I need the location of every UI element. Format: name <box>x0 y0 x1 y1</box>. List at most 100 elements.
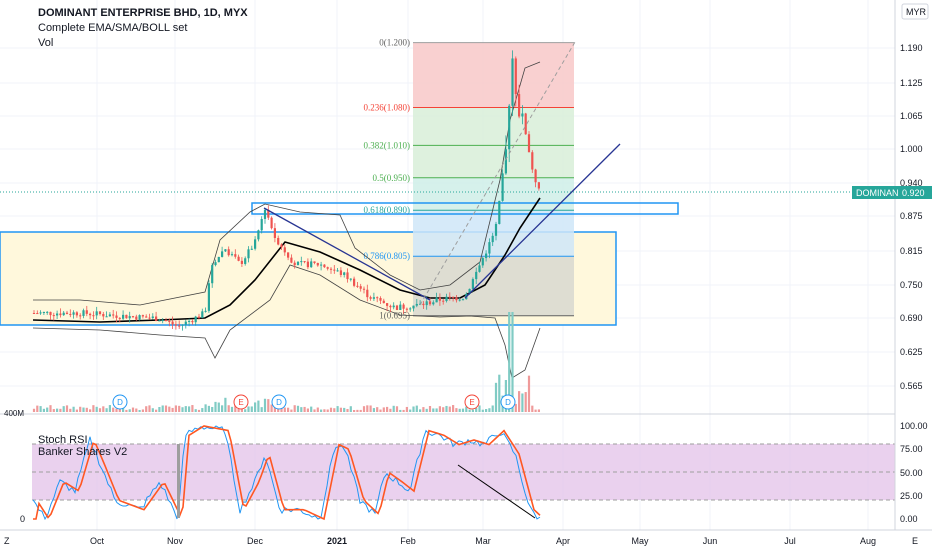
volume-bar <box>432 408 435 412</box>
candle-body <box>39 312 42 314</box>
volume-bar <box>455 408 458 412</box>
candle-body <box>293 262 296 266</box>
volume-bar <box>392 405 395 412</box>
volume-bar <box>85 407 88 412</box>
fib-zone <box>413 42 574 108</box>
dividend-marker: D <box>271 394 287 410</box>
volume-bar <box>115 408 118 412</box>
candle-body <box>379 297 382 301</box>
candle-body <box>188 320 191 322</box>
volume-bar <box>488 408 491 412</box>
volume-bar <box>382 407 385 412</box>
volume-bar <box>32 408 36 412</box>
candle-body <box>240 260 243 264</box>
fib-trend-line <box>419 41 576 306</box>
volume-bar <box>452 405 455 412</box>
volume-bar <box>386 406 389 412</box>
candle-body <box>184 321 187 325</box>
svg-text:E: E <box>469 398 474 407</box>
candle-body <box>49 311 52 316</box>
indicator-vol-label[interactable]: Vol <box>38 37 54 49</box>
candle-body <box>491 235 494 243</box>
price-tick: 0.690 <box>900 313 923 323</box>
volume-bar <box>221 405 224 412</box>
banker-shares-label[interactable]: Banker Shares V2 <box>38 446 128 458</box>
candle-body <box>349 278 352 280</box>
volume-bar <box>277 407 280 412</box>
volume-bar <box>158 406 161 412</box>
volume-bar <box>171 407 174 412</box>
volume-bar <box>537 409 540 412</box>
volume-bar <box>409 409 412 412</box>
price-tick: 1.125 <box>900 78 923 88</box>
volume-bar <box>353 409 356 412</box>
osc-trend-line[interactable] <box>457 464 536 519</box>
candle-body <box>250 248 253 250</box>
candle-body <box>92 315 95 317</box>
indicator-boll-label[interactable]: Complete EMA/SMA/BOLL set <box>38 22 188 34</box>
volume-bar <box>260 407 263 412</box>
time-tick: 2021 <box>327 536 347 546</box>
stoch-rsi-label[interactable]: Stoch RSI <box>38 434 88 446</box>
candle-body <box>65 312 69 314</box>
volume-bar <box>42 408 45 412</box>
volume-bar <box>442 407 445 412</box>
candle-body <box>452 296 455 298</box>
candle-body <box>468 288 471 295</box>
uptrend-line[interactable] <box>464 143 621 299</box>
volume-bar <box>280 407 283 412</box>
price-axis[interactable]: 1.190 1.125 1.065 1.000 0.940 0.875 0.815 0.750… <box>900 43 923 391</box>
candle-body <box>356 285 359 287</box>
candle-body <box>194 316 197 323</box>
candle-body <box>537 182 540 189</box>
candle-body <box>273 228 276 238</box>
candle-body <box>227 249 230 256</box>
volume-bar <box>257 400 260 412</box>
badge-symbol: DOMINAN <box>856 188 899 198</box>
volume-bar <box>306 408 309 412</box>
currency-button[interactable]: MYR <box>901 3 929 20</box>
candle-body <box>145 316 148 318</box>
time-axis[interactable]: Oct Nov Dec 2021 Feb Mar Apr May Jun Jul Aug <box>90 536 876 546</box>
volume-bar <box>227 405 230 412</box>
corner-left-label[interactable]: Z <box>4 536 10 546</box>
volume-bar <box>372 408 375 412</box>
symbol-title[interactable]: DOMINANT ENTERPRISE BHD, 1D, MYX <box>38 7 248 19</box>
candle-body <box>224 249 227 252</box>
volume-bar <box>168 406 171 412</box>
moving-average-line <box>32 197 541 323</box>
volume-bar <box>458 408 461 412</box>
stoch-k-line <box>32 425 541 521</box>
candle-body <box>508 105 511 150</box>
volume-bar <box>82 407 85 412</box>
volume-bar <box>475 407 478 412</box>
volume-bar <box>389 408 392 412</box>
candle-body <box>300 261 303 263</box>
candle-body <box>511 58 514 106</box>
volume-bar <box>362 406 366 412</box>
volume-bar <box>405 406 408 412</box>
osc-axis[interactable]: 100.00 75.00 50.00 25.00 0.00 <box>900 421 928 524</box>
candle-body <box>412 305 415 309</box>
time-tick: Aug <box>860 536 876 546</box>
volume-bar <box>250 406 253 412</box>
candle-body <box>115 315 118 318</box>
candle-body <box>247 249 250 259</box>
volume-bar <box>283 407 286 412</box>
volume-bar <box>36 405 39 412</box>
time-tick: Feb <box>400 536 416 546</box>
volume-bar <box>145 406 148 412</box>
downtrend-line[interactable] <box>263 207 431 301</box>
volume-bar <box>527 375 531 412</box>
volume-bar <box>174 405 177 412</box>
candles <box>32 50 540 331</box>
resistance-box[interactable] <box>251 202 679 215</box>
corner-right-label[interactable]: E <box>912 536 918 546</box>
candle-body <box>36 313 39 315</box>
candle-body <box>237 256 240 261</box>
candle-body <box>161 320 164 322</box>
volume-bar <box>39 406 42 412</box>
dividend-marker: D <box>500 394 516 410</box>
